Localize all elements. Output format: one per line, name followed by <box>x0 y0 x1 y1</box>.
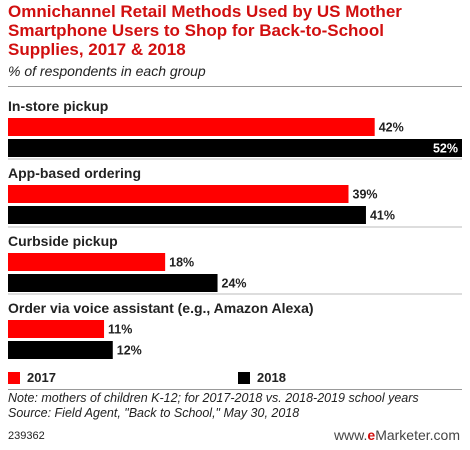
legend-swatch-2018 <box>238 371 250 384</box>
bar-2017-order-via-voice-assistant-e-g-amazon-alexa <box>8 320 105 338</box>
chart-subtitle: % of respondents in each group <box>8 63 206 79</box>
bar-2017-curbside-pickup <box>8 253 166 271</box>
bar-2018-in-store-pickup <box>8 139 462 157</box>
category-label-order-via-voice-assistant-e-g-amazon-alexa: Order via voice assistant (e.g., Amazon … <box>8 300 314 316</box>
note-text: Note: mothers of children K-12; for 2017… <box>8 391 419 405</box>
data-label-2018-order-via-voice-assistant-e-g-amazon-alexa: 12% <box>117 344 142 358</box>
data-label-2017-in-store-pickup: 42% <box>379 121 404 135</box>
bar-2017-app-based-ordering <box>8 185 349 203</box>
brand-prefix: www. <box>333 427 368 443</box>
data-label-2018-app-based-ordering: 41% <box>370 209 395 223</box>
legend-swatch-2017 <box>8 371 20 384</box>
brand-suffix: .com <box>429 427 460 443</box>
bottom-divider <box>8 389 462 390</box>
bar-2018-curbside-pickup <box>8 274 218 292</box>
data-label-2017-order-via-voice-assistant-e-g-amazon-alexa: 11% <box>108 323 132 337</box>
data-label-2018-in-store-pickup: 52% <box>433 142 458 156</box>
brand-rest: Marketer <box>375 427 430 443</box>
bar-2018-app-based-ordering <box>8 206 366 224</box>
source-text: Source: Field Agent, "Back to School," M… <box>8 406 300 420</box>
chart-id: 239362 <box>8 430 45 442</box>
category-label-curbside-pickup: Curbside pickup <box>8 233 118 249</box>
bar-chart: In-store pickup 42% 52% App-based ordering 3… <box>8 98 462 359</box>
data-label-2018-curbside-pickup: 24% <box>222 277 247 291</box>
emarketer-logo: www.eMarketer.com <box>334 427 460 443</box>
legend-label-2018: 2018 <box>257 370 286 385</box>
chart-note: Note: mothers of children K-12; for 2017… <box>8 391 419 421</box>
top-divider <box>8 86 462 87</box>
chart-title: Omnichannel Retail Methods Used by US Mo… <box>8 2 402 59</box>
bar-2018-order-via-voice-assistant-e-g-amazon-alexa <box>8 341 113 359</box>
category-label-in-store-pickup: In-store pickup <box>8 98 108 114</box>
data-label-2017-app-based-ordering: 39% <box>353 188 378 202</box>
legend-item-2018: 2018 <box>238 370 286 385</box>
brand-e: e <box>367 427 376 443</box>
bar-2017-in-store-pickup <box>8 118 375 136</box>
legend-label-2017: 2017 <box>27 370 56 385</box>
category-label-app-based-ordering: App-based ordering <box>8 165 141 181</box>
data-label-2017-curbside-pickup: 18% <box>169 256 194 270</box>
legend-item-2017: 2017 <box>8 370 56 385</box>
